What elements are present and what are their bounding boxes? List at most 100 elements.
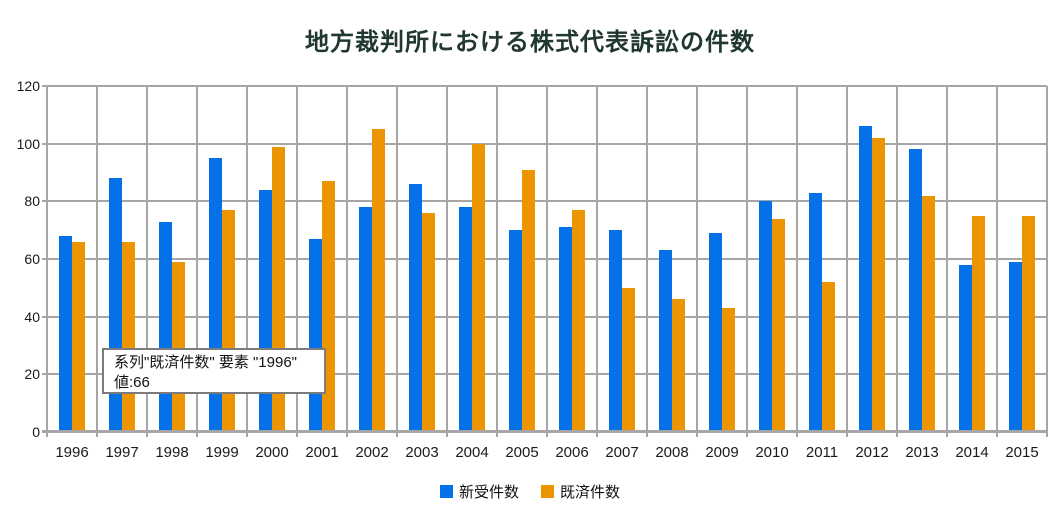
tooltip-line1: 系列"既済件数" 要素 "1996" <box>114 354 298 371</box>
bar-resolved-cases-2010[interactable] <box>771 218 785 432</box>
bar-resolved-cases-2008[interactable] <box>671 299 685 432</box>
gridline-h-60 <box>42 258 1047 260</box>
bar-resolved-cases-1997[interactable] <box>121 241 135 432</box>
bar-resolved-cases-2013[interactable] <box>921 195 935 432</box>
x-axis-label-2009: 2009 <box>705 444 739 461</box>
y-axis-label-40: 40 <box>24 308 40 325</box>
legend-label-resolved-cases: 既済件数 <box>560 484 621 501</box>
bar-resolved-cases-2007[interactable] <box>621 287 635 432</box>
gridline-h-40 <box>42 315 1047 318</box>
legend-swatch-resolved-cases <box>541 485 554 498</box>
x-axis-label-2003: 2003 <box>405 444 439 461</box>
x-axis-label-2007: 2007 <box>605 444 639 461</box>
bar-new-cases-2013[interactable] <box>908 149 922 432</box>
x-axis-label-2010: 2010 <box>755 444 789 461</box>
bar-new-cases-2014[interactable] <box>958 264 972 432</box>
bar-resolved-cases-2012[interactable] <box>871 137 885 432</box>
gridline-h-0 <box>42 431 1047 433</box>
bar-resolved-cases-2005[interactable] <box>521 169 535 432</box>
x-axis-label-2004: 2004 <box>455 444 489 461</box>
y-axis-label-80: 80 <box>24 193 40 210</box>
x-axis-label-1997: 1997 <box>105 444 139 461</box>
gridline-h-80 <box>42 200 1047 203</box>
x-axis-label-1996: 1996 <box>55 444 89 461</box>
gridline-v <box>546 86 548 437</box>
gridline-v <box>696 86 698 437</box>
x-axis-label-2002: 2002 <box>355 444 389 461</box>
bar-new-cases-2002[interactable] <box>358 207 372 432</box>
gridline-v <box>796 86 798 437</box>
y-axis-label-100: 100 <box>16 135 40 152</box>
x-axis-label-2001: 2001 <box>305 444 339 461</box>
bar-new-cases-2003[interactable] <box>408 184 422 432</box>
bar-resolved-cases-2014[interactable] <box>971 215 985 432</box>
bar-resolved-cases-1996[interactable] <box>71 241 85 432</box>
legend-swatch-new-cases <box>439 485 453 498</box>
tooltip-line2: 値:66 <box>114 374 150 391</box>
bar-resolved-cases-2004[interactable] <box>471 143 485 432</box>
bar-resolved-cases-1998[interactable] <box>171 261 185 432</box>
x-axis-label-2013: 2013 <box>905 444 939 461</box>
bar-resolved-cases-2011[interactable] <box>821 282 835 432</box>
bar-new-cases-2006[interactable] <box>558 227 572 432</box>
gridline-v <box>346 86 348 437</box>
gridline-v <box>946 86 948 437</box>
gridline-v <box>196 86 198 437</box>
bar-new-cases-2008[interactable] <box>658 250 672 432</box>
y-axis-label-120: 120 <box>16 78 40 94</box>
gridline-h-20 <box>42 373 1047 376</box>
gridline-v <box>96 86 98 437</box>
gridline-v <box>896 86 898 437</box>
bar-resolved-cases-2015[interactable] <box>1021 215 1035 432</box>
bar-resolved-cases-2002[interactable] <box>371 129 385 432</box>
bar-new-cases-2005[interactable] <box>508 230 522 432</box>
bar-new-cases-2007[interactable] <box>608 230 622 432</box>
gridline-v <box>146 86 148 437</box>
gridline-v <box>46 86 48 437</box>
x-axis-label-2008: 2008 <box>655 444 689 461</box>
gridline-v <box>996 86 998 437</box>
bar-new-cases-2011[interactable] <box>808 192 822 432</box>
bar-new-cases-2015[interactable] <box>1008 261 1022 432</box>
gridline-v <box>596 86 598 437</box>
tooltip: 系列"既済件数" 要素 "1996" 値:66 <box>102 348 326 394</box>
gridline-v <box>496 86 498 437</box>
bar-resolved-cases-2003[interactable] <box>421 212 435 432</box>
bar-resolved-cases-2006[interactable] <box>571 209 585 432</box>
x-axis-label-2011: 2011 <box>805 444 839 461</box>
bar-new-cases-1996[interactable] <box>58 235 72 432</box>
x-axis-label-2014: 2014 <box>955 444 989 461</box>
x-axis-label-1999: 1999 <box>205 444 239 461</box>
bar-new-cases-2010[interactable] <box>758 201 772 432</box>
gridline-v <box>1046 86 1048 437</box>
bar-new-cases-2001[interactable] <box>308 238 322 432</box>
bar-resolved-cases-1999[interactable] <box>221 209 235 432</box>
bar-new-cases-2009[interactable] <box>708 233 722 432</box>
gridline-v <box>646 86 648 437</box>
x-axis-label-2005: 2005 <box>505 444 539 461</box>
bar-new-cases-1998[interactable] <box>158 221 172 432</box>
bar-resolved-cases-2009[interactable] <box>721 308 735 432</box>
bar-resolved-cases-2001[interactable] <box>321 181 335 432</box>
gridline-v <box>446 86 448 437</box>
gridline-v <box>296 86 298 437</box>
gridline-v <box>846 86 848 437</box>
legend-item-resolved-cases[interactable]: 既済件数 <box>541 481 620 502</box>
bar-new-cases-2000[interactable] <box>258 189 272 432</box>
legend-item-new-cases[interactable]: 新受件数 <box>439 481 519 502</box>
y-axis-label-60: 60 <box>24 251 40 267</box>
bar-new-cases-2004[interactable] <box>458 207 472 432</box>
bar-new-cases-2012[interactable] <box>858 126 872 432</box>
x-axis-label-2006: 2006 <box>555 444 589 461</box>
x-axis-line <box>42 430 1047 432</box>
x-axis-label-2000: 2000 <box>255 444 289 461</box>
legend-label-new-cases: 新受件数 <box>458 484 519 501</box>
x-axis-label-1998: 1998 <box>155 444 189 461</box>
chart-title: 地方裁判所における株式代表訴訟の件数 <box>305 29 755 56</box>
y-axis-label-20: 20 <box>24 366 40 383</box>
gridline-v <box>746 86 748 437</box>
gridline-v <box>246 86 248 437</box>
x-axis-label-2012: 2012 <box>855 444 889 461</box>
y-axis-label-0: 0 <box>32 424 40 440</box>
